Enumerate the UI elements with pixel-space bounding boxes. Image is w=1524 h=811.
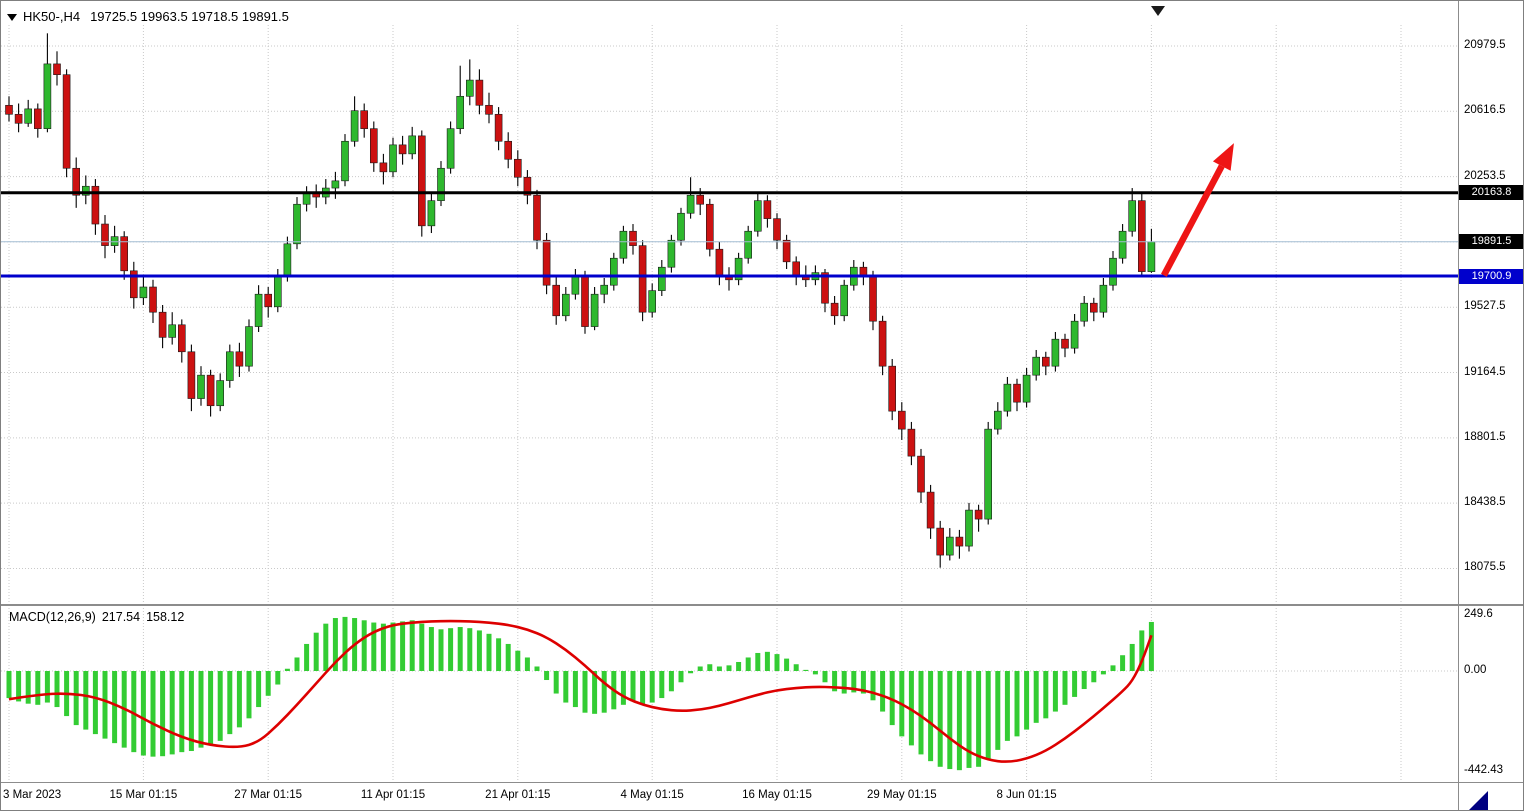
price-axis-separator: [1458, 1, 1459, 810]
macd-signal-value: 158.12: [146, 610, 185, 624]
panel-separator[interactable]: [1, 604, 1523, 606]
macd-main-value: 217.54: [101, 610, 141, 624]
macd-axis-label: 249.6: [1464, 607, 1493, 620]
x-axis-label: 21 Apr 01:15: [485, 789, 551, 801]
x-axis-label: 3 Mar 2023: [3, 789, 62, 801]
x-axis-label: 29 May 01:15: [866, 789, 937, 801]
y-axis-label: 19527.5: [1464, 300, 1506, 313]
macd-axis-label: -442.43: [1464, 763, 1504, 776]
chart-shift-marker-icon[interactable]: [1151, 6, 1165, 16]
price-axis[interactable]: 20979.5 20616.5 20253.5 19527.5 19164.5 18801…: [1459, 1, 1523, 810]
symbol-period-label: HK50-,H4: [23, 9, 81, 24]
macd-axis-label: 0.00: [1464, 664, 1487, 676]
symbol-dropdown-icon[interactable]: [7, 14, 17, 22]
y-axis-label: 19164.5: [1464, 365, 1506, 378]
macd-label: MACD(12,26,9) 217.54 158.12: [9, 610, 184, 624]
macd-axis[interactable]: 249.6 0.00 -442.43: [1459, 1, 1523, 810]
y-axis-label: 18075.5: [1464, 561, 1506, 574]
price-tag-current: 19891.5: [1459, 234, 1523, 250]
x-axis-label: 4 May 01:15: [620, 789, 684, 801]
chart-title: HK50-,H4 19725.5 19963.5 19718.5 19891.5: [7, 9, 289, 24]
y-axis-label: 20979.5: [1464, 39, 1506, 51]
price-tag-resistance: 20163.8: [1459, 185, 1523, 201]
y-axis-label: 18801.5: [1464, 430, 1506, 443]
y-axis-label: 20253.5: [1464, 169, 1506, 182]
y-axis-label: 18438.5: [1464, 496, 1506, 509]
x-axis-label: 8 Jun 01:15: [996, 789, 1057, 801]
macd-indicator-name: MACD(12,26,9): [9, 610, 96, 624]
x-axis-label: 15 Mar 01:15: [109, 789, 178, 801]
time-axis[interactable]: 3 Mar 2023 15 Mar 01:15 27 Mar 01:15 11 Apr…: [1, 786, 1458, 810]
x-axis-label: 11 Apr 01:15: [360, 789, 426, 801]
x-axis-label: 16 May 01:15: [742, 789, 812, 801]
y-axis-label: 20616.5: [1464, 104, 1506, 117]
time-axis-separator: [1, 782, 1523, 783]
price-tag-support: 19700.9: [1459, 268, 1523, 284]
window-corner-icon: [1469, 791, 1488, 810]
x-axis-label: 27 Mar 01:15: [234, 789, 303, 801]
ohlc-values-label: 19725.5 19963.5 19718.5 19891.5: [90, 9, 289, 24]
